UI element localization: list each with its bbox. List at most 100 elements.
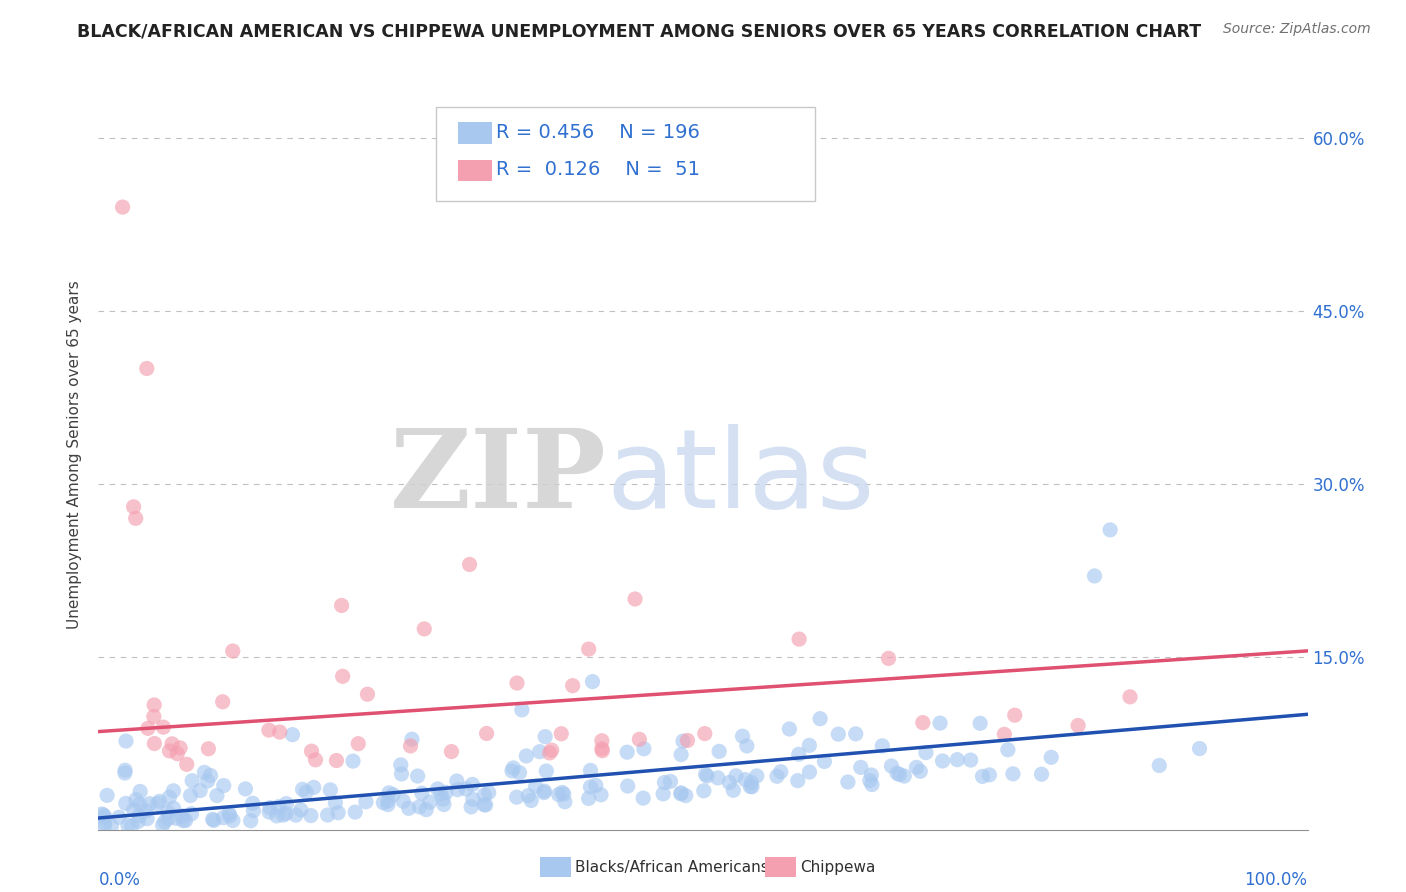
Point xyxy=(325,754,347,768)
Point xyxy=(591,744,613,758)
Point xyxy=(429,787,451,801)
Point xyxy=(461,792,484,806)
Point xyxy=(169,740,191,755)
Point xyxy=(1188,741,1211,756)
Point xyxy=(993,727,1015,741)
Point xyxy=(460,800,482,814)
Point xyxy=(157,790,180,805)
Point xyxy=(93,808,115,822)
Point xyxy=(284,808,307,822)
Point xyxy=(778,722,800,736)
Point xyxy=(550,727,572,741)
Text: 100.0%: 100.0% xyxy=(1244,871,1308,888)
Point xyxy=(188,783,211,797)
Point xyxy=(274,806,297,821)
Point xyxy=(136,812,159,826)
Point xyxy=(413,622,436,636)
Point xyxy=(319,783,342,797)
Point xyxy=(538,746,561,760)
Point xyxy=(654,775,676,789)
Point xyxy=(707,744,730,758)
Point xyxy=(905,760,928,774)
Point xyxy=(553,787,575,801)
Point xyxy=(889,767,911,781)
Point xyxy=(259,801,281,815)
Point xyxy=(377,794,399,808)
Point xyxy=(193,765,215,780)
Point xyxy=(354,795,377,809)
Point xyxy=(931,754,953,768)
Point xyxy=(197,741,219,756)
Point xyxy=(624,592,647,607)
Point xyxy=(529,745,551,759)
Point xyxy=(1119,690,1142,704)
Point xyxy=(276,797,298,811)
Point xyxy=(176,757,198,772)
Point xyxy=(478,785,501,799)
Point xyxy=(96,789,118,803)
Point xyxy=(202,814,225,828)
Point xyxy=(135,804,157,818)
Point xyxy=(157,812,180,826)
Point xyxy=(267,799,290,814)
Point xyxy=(859,773,882,788)
Point xyxy=(508,765,530,780)
Point xyxy=(502,761,524,775)
Point xyxy=(159,744,181,758)
Point xyxy=(1001,767,1024,781)
Point xyxy=(734,772,756,787)
Point xyxy=(180,806,202,821)
Point xyxy=(520,793,543,807)
Point xyxy=(211,695,233,709)
Point xyxy=(218,809,240,823)
Point xyxy=(1040,750,1063,764)
Point xyxy=(929,716,952,731)
Point xyxy=(579,764,602,778)
Point xyxy=(474,788,496,802)
Point xyxy=(707,771,730,785)
Point xyxy=(419,795,441,809)
Point xyxy=(533,784,555,798)
Point xyxy=(877,651,900,665)
Point xyxy=(115,734,138,748)
Point xyxy=(893,769,915,783)
Point xyxy=(100,819,122,833)
Point xyxy=(808,712,831,726)
Point xyxy=(239,814,262,828)
Point xyxy=(426,781,449,796)
Point xyxy=(536,764,558,778)
Point xyxy=(741,780,763,794)
Point xyxy=(271,808,294,822)
Point xyxy=(391,767,413,781)
Point xyxy=(540,743,562,757)
Point xyxy=(302,780,325,795)
Point xyxy=(447,782,470,797)
Point xyxy=(1031,767,1053,781)
Point xyxy=(769,764,792,779)
Point xyxy=(534,730,557,744)
Point xyxy=(786,773,808,788)
Point xyxy=(242,804,264,818)
Point xyxy=(114,797,136,811)
Point xyxy=(766,769,789,783)
Point xyxy=(524,779,547,793)
Point xyxy=(299,808,322,822)
Point xyxy=(212,811,235,825)
Point xyxy=(406,769,429,783)
Point xyxy=(160,737,183,751)
Point xyxy=(695,767,717,781)
Point xyxy=(143,737,166,751)
Point xyxy=(860,768,883,782)
Point xyxy=(172,814,194,828)
Point xyxy=(515,748,537,763)
Point xyxy=(946,753,969,767)
Text: atlas: atlas xyxy=(606,424,875,531)
Point xyxy=(475,726,498,740)
Point xyxy=(578,642,600,657)
Y-axis label: Unemployment Among Seniors over 65 years: Unemployment Among Seniors over 65 years xyxy=(67,281,83,629)
Point xyxy=(291,782,314,797)
Point xyxy=(454,781,477,796)
Point xyxy=(128,797,150,812)
Point xyxy=(693,726,716,740)
Text: 0.0%: 0.0% xyxy=(98,871,141,888)
